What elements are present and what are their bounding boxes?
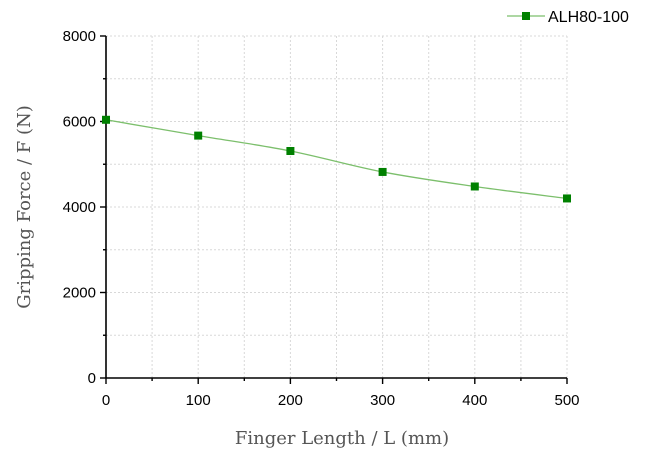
data-point [102, 115, 110, 124]
data-point [286, 146, 295, 155]
y-tick-label: 8000 [63, 28, 96, 45]
x-axis-title: Finger Length / L (mm) [235, 428, 449, 449]
y-tick-label: 0 [88, 370, 96, 387]
data-point [563, 194, 571, 203]
legend-marker [522, 12, 530, 20]
y-tick-label: 6000 [63, 114, 96, 131]
x-tick-label: 200 [278, 392, 303, 409]
x-tick-label: 400 [462, 392, 487, 409]
data-point [194, 131, 203, 140]
data-point [378, 167, 387, 176]
ticks: 0 100 200 300 400 500 0 2000 4000 6000 8000 [63, 28, 580, 409]
data-point [470, 182, 479, 191]
grid [106, 35, 568, 378]
series-line [105, 119, 568, 200]
y-tick-label: 2000 [63, 285, 96, 302]
x-tick-label: 300 [370, 392, 395, 409]
series [102, 115, 571, 203]
legend: ALH80-100 [507, 9, 629, 26]
x-tick-label: 0 [102, 392, 110, 409]
y-tick-label: 4000 [63, 199, 96, 216]
x-tick-label: 100 [186, 392, 211, 409]
y-axis-title: Gripping Force / F (N) [14, 105, 35, 309]
x-tick-label: 500 [554, 392, 579, 409]
legend-label: ALH80-100 [548, 9, 629, 26]
